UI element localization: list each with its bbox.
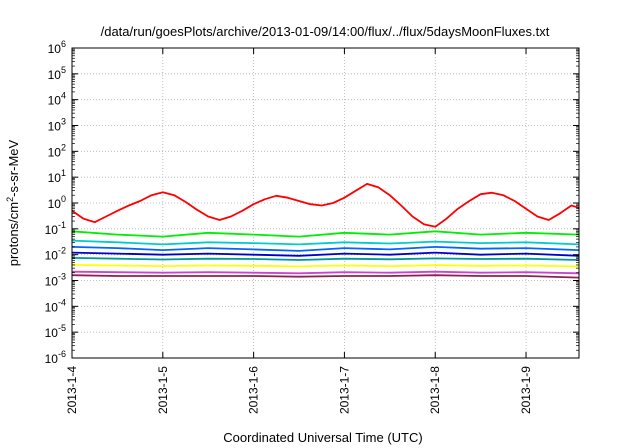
- y-tick-label: 10-6: [45, 349, 66, 366]
- y-tick-label: 105: [48, 65, 66, 82]
- y-tick-label: 10-3: [45, 272, 66, 289]
- y-tick-label: 101: [48, 168, 66, 185]
- series-line-3: [71, 239, 580, 246]
- y-tick-label: 103: [48, 117, 66, 134]
- y-axis-label: protons/cm2-s-sr-MeV: [5, 139, 21, 266]
- series-line-7: [71, 264, 580, 268]
- y-tick-label: 106: [48, 39, 66, 56]
- x-axis-label: Coordinated Universal Time (UTC): [223, 430, 422, 445]
- series-line-1: [71, 182, 580, 228]
- x-tick-label: 2013-1-6: [247, 366, 261, 414]
- y-tick-label: 10-5: [45, 323, 66, 340]
- y-tick-label: 10-1: [45, 220, 66, 237]
- series-line-2: [71, 230, 580, 238]
- x-tick-label: 2013-1-5: [156, 366, 170, 414]
- x-axis-ticks: 2013-1-4 2013-1-5 2013-1-6 2013-1-7 2013-1-8…: [65, 48, 533, 414]
- x-tick-label: 2013-1-8: [428, 366, 442, 414]
- series-line-8: [71, 270, 580, 275]
- y-tick-label: 10-4: [45, 297, 66, 314]
- chart-title: /data/run/goesPlots/archive/2013-01-09/1…: [101, 24, 550, 39]
- series-lines: [71, 182, 580, 279]
- plot-frame: [71, 47, 580, 359]
- series-line-9: [71, 274, 580, 279]
- x-tick-label: 2013-1-7: [337, 366, 351, 414]
- y-tick-label: 10-2: [45, 246, 66, 263]
- series-line-5: [71, 251, 580, 257]
- series-line-6: [71, 257, 580, 261]
- x-tick-label: 2013-1-4: [65, 366, 79, 414]
- y-axis-ticks: 10-6 10-5 10-4 10-3 10-2 10-1 100 101 102 103 104 1…: [45, 39, 579, 366]
- y-tick-label: 104: [48, 91, 66, 108]
- grid: [71, 48, 579, 358]
- y-tick-label: 100: [48, 194, 66, 211]
- x-tick-label: 2013-1-9: [519, 366, 533, 414]
- series-line-4: [71, 245, 580, 252]
- y-tick-label: 102: [48, 142, 66, 159]
